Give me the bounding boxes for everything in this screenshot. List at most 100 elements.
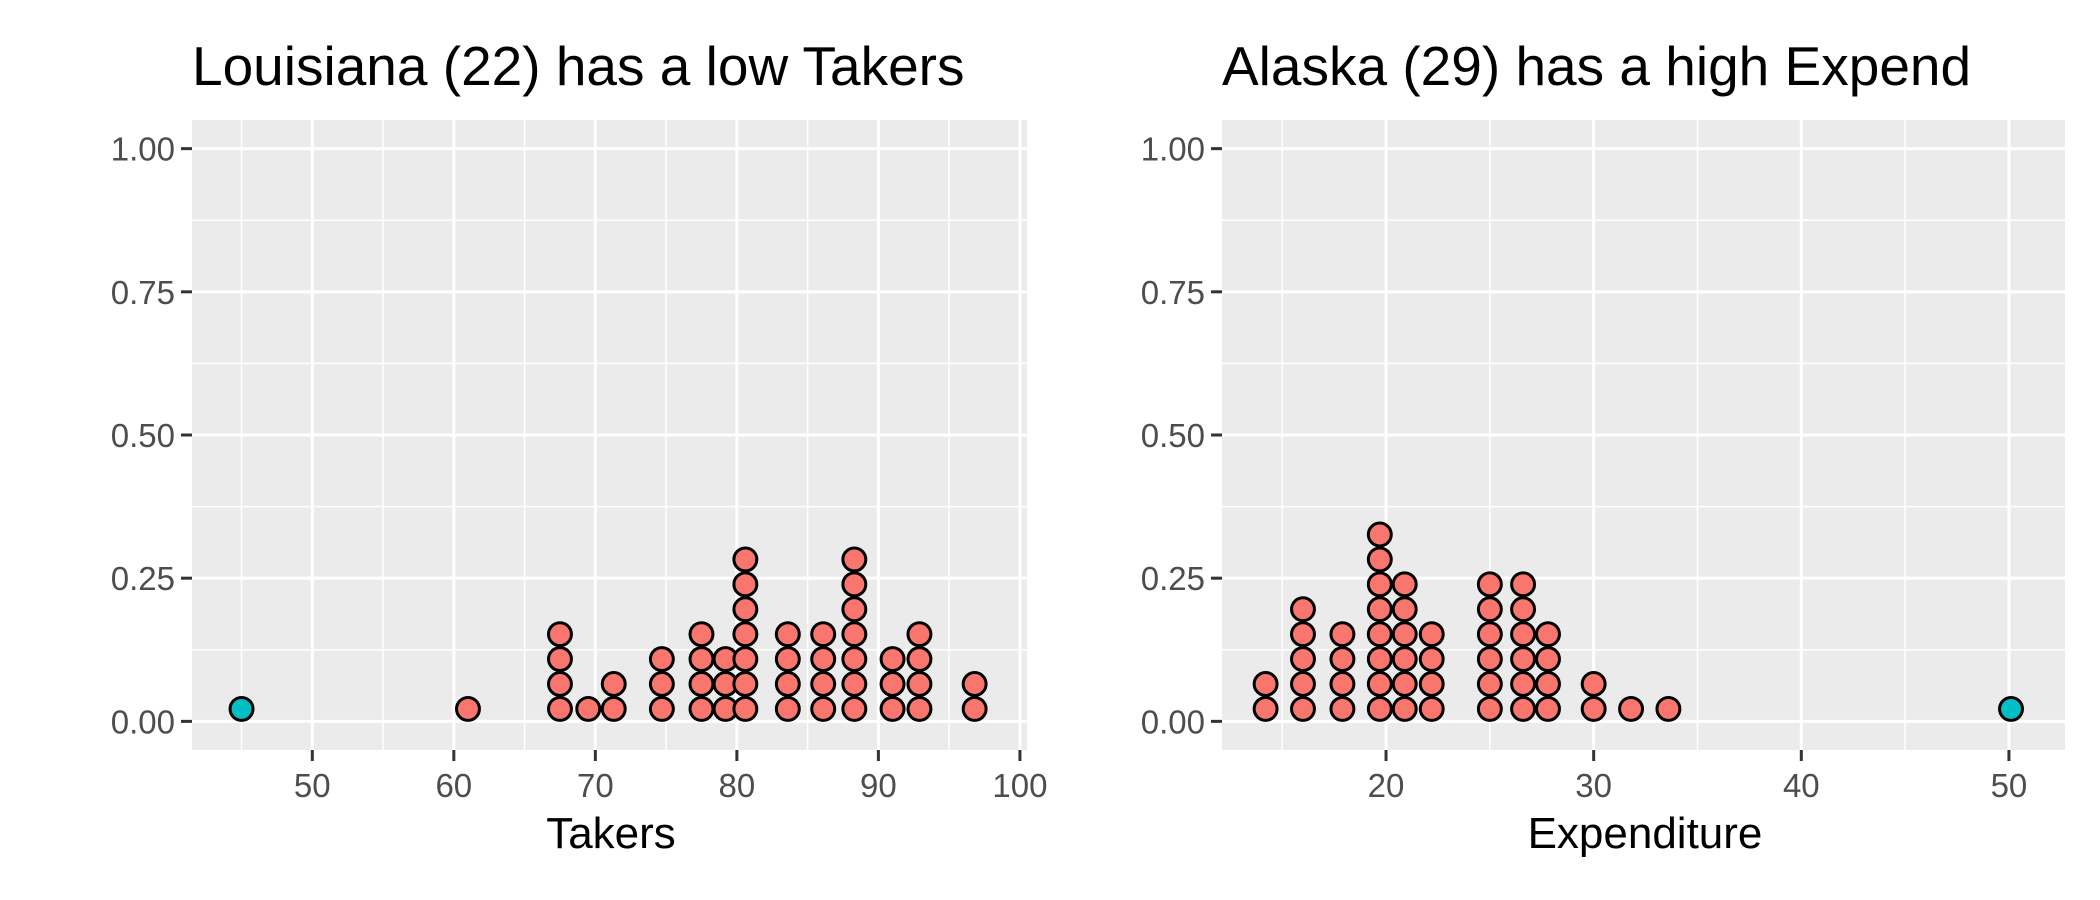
dot xyxy=(1290,695,1316,722)
dot xyxy=(1252,671,1279,697)
dot xyxy=(841,695,868,722)
dot xyxy=(1418,646,1445,673)
dot xyxy=(600,695,627,722)
dot xyxy=(1535,671,1561,697)
dot xyxy=(1510,646,1537,673)
dot xyxy=(1366,621,1393,648)
chart-panel-expenditure: 0.00 0.25 0.50 0.75 1.00 20 30 40 50 Alaska (29) … xyxy=(1141,35,2065,858)
dot xyxy=(1476,596,1503,623)
dot xyxy=(906,621,933,648)
dot xyxy=(774,671,801,697)
dot xyxy=(774,695,801,722)
dot xyxy=(732,621,759,648)
dot xyxy=(1510,596,1537,623)
dot xyxy=(732,571,759,598)
y-tick-label: 0.00 xyxy=(111,703,175,740)
x-tick-label: 100 xyxy=(992,767,1047,804)
dot xyxy=(1366,596,1393,623)
dot xyxy=(961,671,988,697)
dot xyxy=(810,621,837,648)
dot xyxy=(1418,695,1445,722)
dot xyxy=(1366,521,1393,548)
dot xyxy=(1535,695,1561,722)
x-tick-label: 20 xyxy=(1368,767,1405,804)
dot xyxy=(1290,646,1316,673)
dot xyxy=(1418,671,1445,697)
dot xyxy=(1476,571,1503,598)
dot xyxy=(1618,695,1644,722)
dot xyxy=(1366,695,1393,722)
x-axis-label: Takers xyxy=(546,809,676,858)
y-tick-label: 0.50 xyxy=(1141,417,1205,454)
dot xyxy=(1476,695,1503,722)
dot xyxy=(810,671,837,697)
dot xyxy=(906,646,933,673)
x-tick-label: 30 xyxy=(1575,767,1612,804)
dot xyxy=(774,646,801,673)
y-tick-label: 1.00 xyxy=(111,131,175,168)
dot xyxy=(1329,646,1356,673)
dot xyxy=(1510,621,1537,648)
dot xyxy=(841,671,868,697)
dot xyxy=(1290,671,1316,697)
dot xyxy=(1366,571,1393,598)
dot xyxy=(1391,671,1418,697)
dot xyxy=(648,671,675,697)
dot xyxy=(1510,671,1537,697)
dot xyxy=(1391,646,1418,673)
dot xyxy=(879,695,906,722)
dot xyxy=(575,695,602,722)
dot xyxy=(1391,621,1418,648)
plot-area: 0.00 0.25 0.50 0.75 1.00 20 30 40 50 xyxy=(1141,120,2065,804)
dot xyxy=(841,621,868,648)
dot xyxy=(961,695,988,722)
dot xyxy=(1535,621,1561,648)
x-tick-label: 40 xyxy=(1783,767,1820,804)
dot xyxy=(688,671,715,697)
dot xyxy=(841,571,868,598)
dot xyxy=(1418,621,1445,648)
dot xyxy=(732,646,759,673)
dot xyxy=(688,695,715,722)
y-tick-label: 0.75 xyxy=(111,274,175,311)
y-tick-label: 0.25 xyxy=(1141,560,1205,597)
chart-title: Alaska (29) has a high Expend xyxy=(1222,35,1971,97)
dot xyxy=(547,671,573,697)
dot xyxy=(841,546,868,573)
y-tick-label: 0.25 xyxy=(111,560,175,597)
dot xyxy=(810,695,837,722)
dot xyxy=(1391,596,1418,623)
dot xyxy=(1290,596,1316,623)
x-tick-label: 60 xyxy=(435,767,472,804)
dot xyxy=(732,546,759,573)
y-tick-label: 0.50 xyxy=(111,417,175,454)
x-tick-label: 70 xyxy=(577,767,614,804)
x-tick-label: 50 xyxy=(294,767,331,804)
dot xyxy=(648,695,675,722)
dot xyxy=(879,671,906,697)
dot xyxy=(1252,695,1279,722)
dot xyxy=(648,646,675,673)
dot xyxy=(810,646,837,673)
dot xyxy=(1476,621,1503,648)
x-tick-label: 50 xyxy=(1991,767,2028,804)
dot xyxy=(732,695,759,722)
dot xyxy=(1366,671,1393,697)
chart-panel-takers: 0.00 0.25 0.50 0.75 1.00 50 60 70 80 90 100 Louisia… xyxy=(111,35,1048,858)
dot xyxy=(774,621,801,648)
dot xyxy=(1655,695,1682,722)
dot xyxy=(1476,671,1503,697)
chart-title: Louisiana (22) has a low Takers xyxy=(192,35,964,97)
dot xyxy=(1476,646,1503,673)
dot xyxy=(1510,571,1537,598)
dot xyxy=(1391,571,1418,598)
dot xyxy=(906,695,933,722)
dot xyxy=(1329,621,1356,648)
y-tick-label: 0.00 xyxy=(1141,703,1205,740)
dot xyxy=(547,621,573,648)
dot xyxy=(1329,695,1356,722)
highlighted-dot xyxy=(1998,695,2024,722)
x-tick-label: 90 xyxy=(860,767,897,804)
dot xyxy=(841,596,868,623)
